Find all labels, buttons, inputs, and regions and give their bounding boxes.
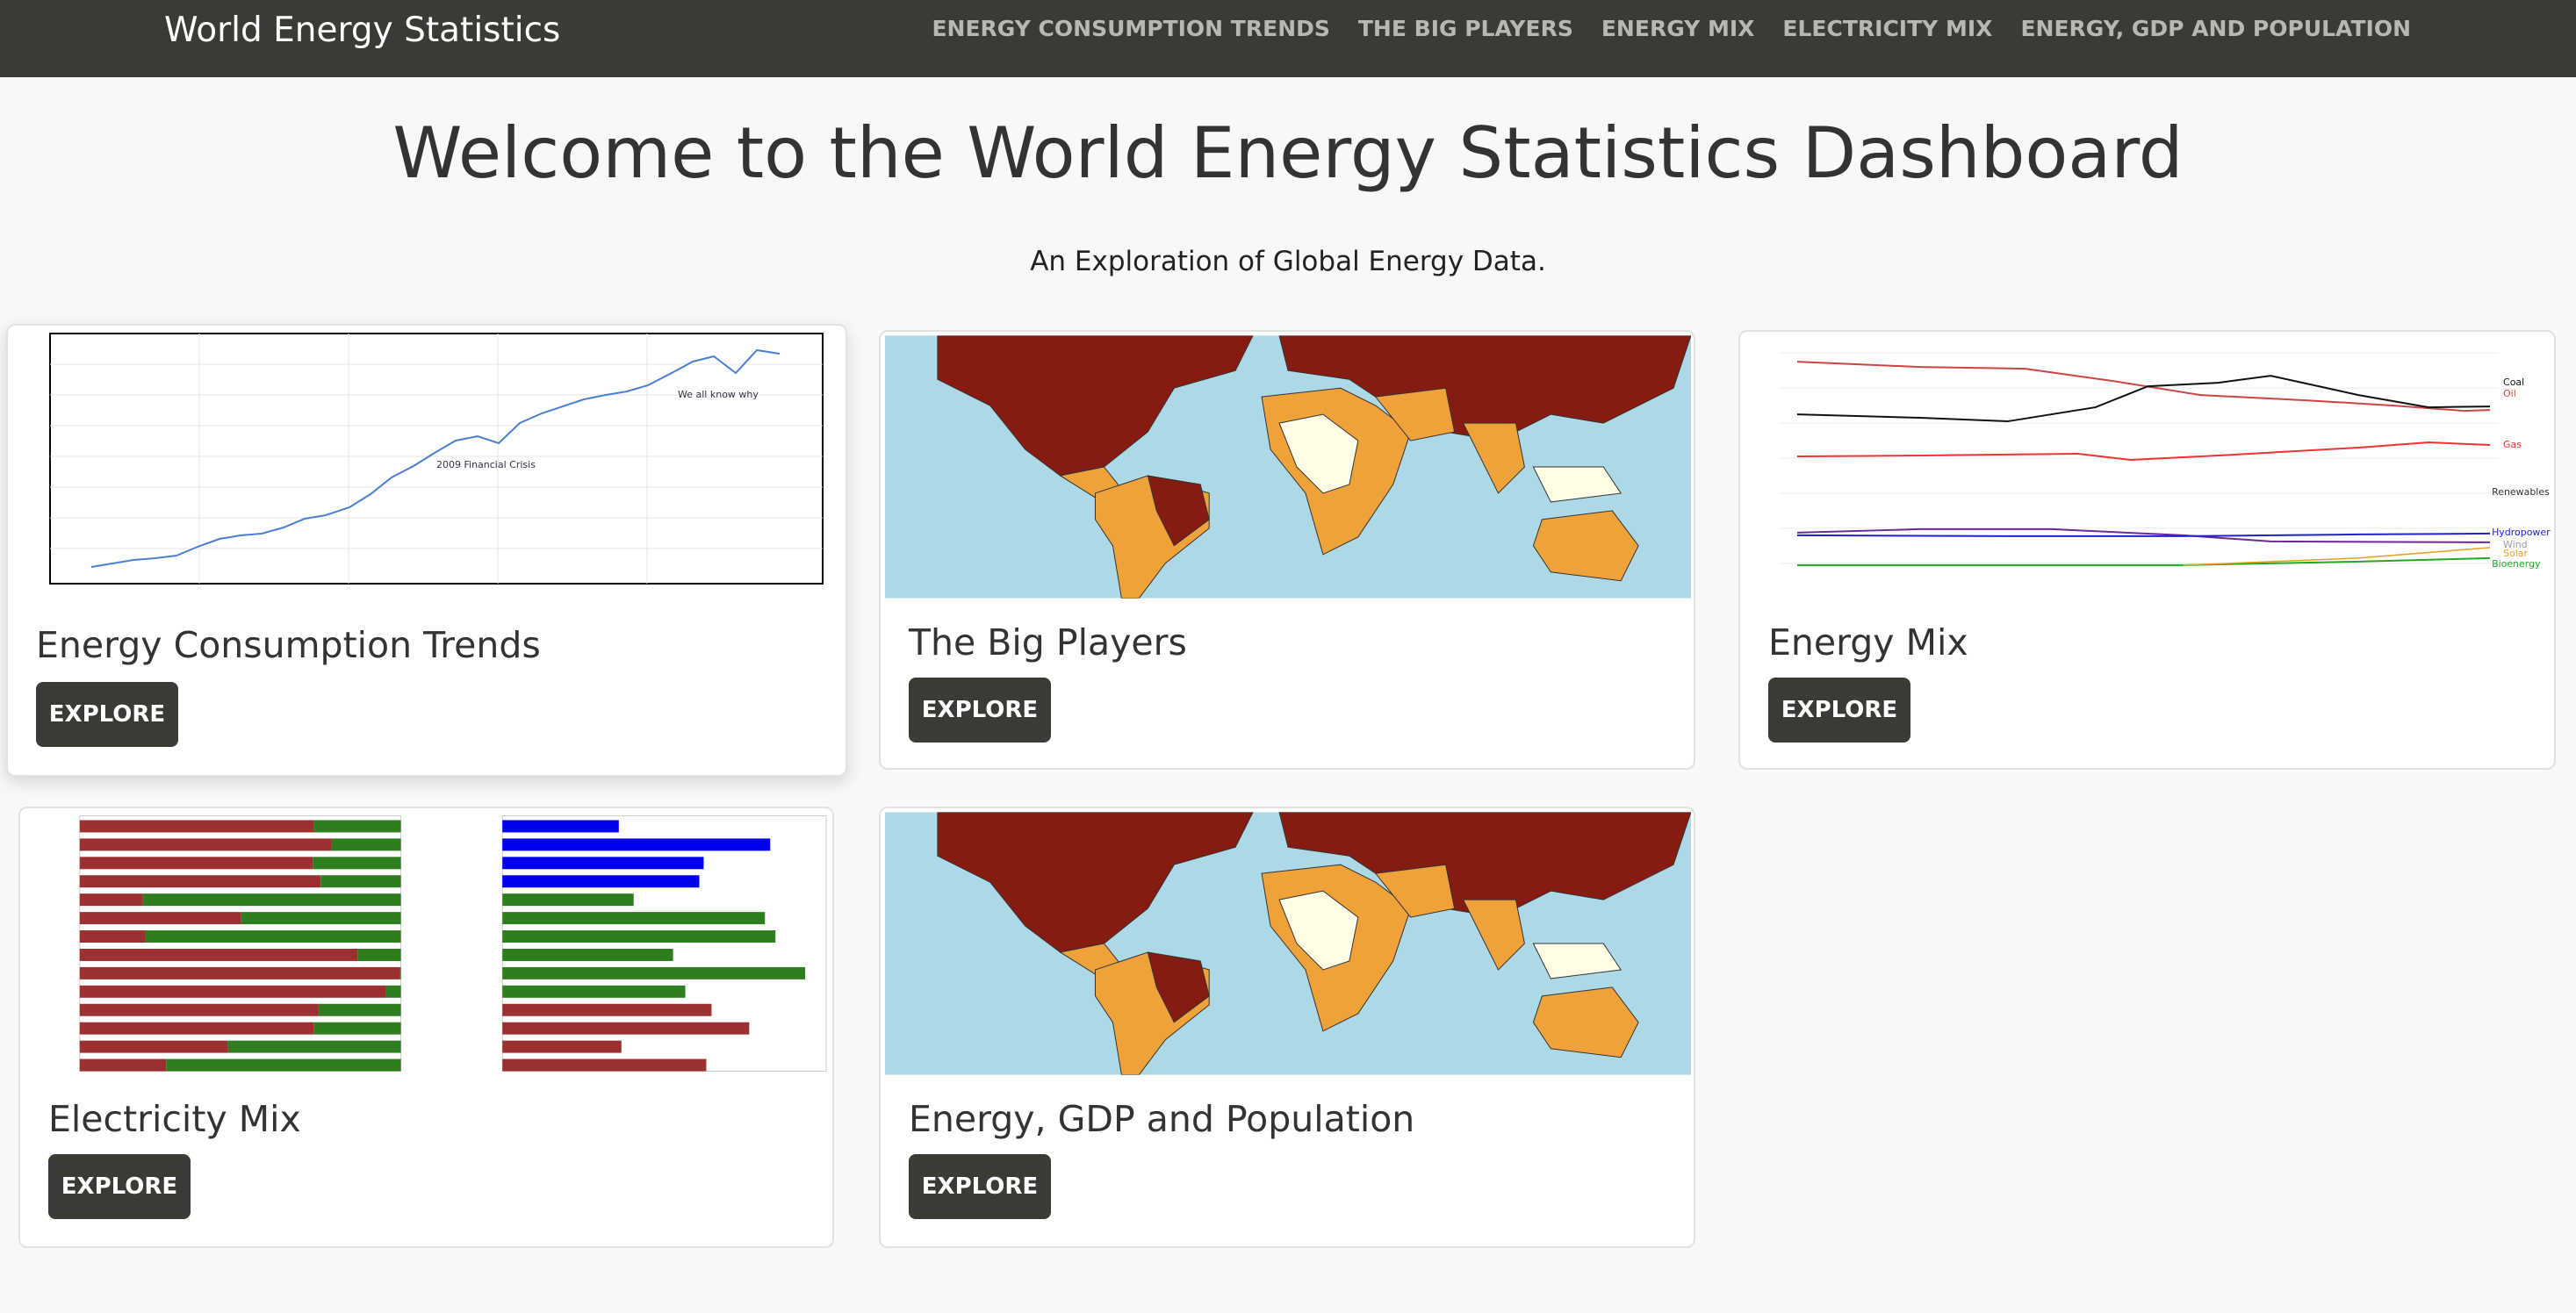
- image-label: 2009 Financial Crisis: [436, 459, 536, 470]
- card-title: Energy, GDP and Population: [909, 1098, 1415, 1140]
- nav-link[interactable]: ENERGY, GDP AND POPULATION: [2020, 16, 2411, 41]
- card: Energy, GDP and Population EXPLORE: [879, 807, 1695, 1248]
- card-image: 2009 Financial Crisis We all know why: [49, 333, 824, 585]
- nav-link[interactable]: THE BIG PLAYERS: [1357, 16, 1573, 41]
- card-image: Coal Oil Gas Renewables Hydropower Wind …: [1779, 344, 2551, 581]
- card-image: [885, 812, 1691, 1075]
- nav-link[interactable]: ELECTRICITY MIX: [1782, 16, 1993, 41]
- card: The Big Players EXPLORE: [879, 330, 1695, 770]
- card-image: [79, 814, 827, 1073]
- card: 2009 Financial Crisis We all know why En…: [6, 324, 847, 777]
- subtitle: An Exploration of Global Energy Data.: [1030, 246, 1546, 277]
- page-title: Welcome to the World Energy Statistics D…: [392, 112, 2184, 194]
- nav-link[interactable]: ENERGY CONSUMPTION TRENDS: [932, 16, 1330, 41]
- image-label: Coal: [2503, 377, 2524, 388]
- card-title: Electricity Mix: [48, 1098, 301, 1140]
- brand[interactable]: World Energy Statistics: [164, 11, 561, 50]
- image-label: Hydropower: [2492, 527, 2551, 538]
- card-image: [885, 335, 1691, 599]
- nav-link[interactable]: ENERGY MIX: [1601, 16, 1755, 41]
- image-label: Gas: [2503, 439, 2522, 450]
- explore-button[interactable]: EXPLORE: [36, 682, 178, 747]
- image-label: Solar: [2503, 548, 2528, 559]
- explore-button[interactable]: EXPLORE: [1768, 678, 1910, 743]
- card: Coal Oil Gas Renewables Hydropower Wind …: [1738, 330, 2556, 770]
- image-label: Renewables: [2492, 486, 2550, 498]
- explore-button[interactable]: EXPLORE: [909, 678, 1051, 743]
- card-title: Energy Consumption Trends: [36, 624, 541, 666]
- nav-links: ENERGY CONSUMPTION TRENDS THE BIG PLAYER…: [932, 16, 2411, 41]
- image-label: Oil: [2503, 388, 2516, 399]
- image-label: We all know why: [678, 389, 759, 400]
- image-label: Bioenergy: [2492, 558, 2541, 570]
- image-label: Wind: [2503, 539, 2528, 550]
- navbar: World Energy Statistics ENERGY CONSUMPTI…: [0, 0, 2576, 77]
- explore-button[interactable]: EXPLORE: [909, 1154, 1051, 1219]
- card-title: The Big Players: [909, 621, 1187, 664]
- explore-button[interactable]: EXPLORE: [48, 1154, 191, 1219]
- card: Electricity Mix EXPLORE: [18, 807, 834, 1248]
- card-title: Energy Mix: [1768, 621, 1968, 664]
